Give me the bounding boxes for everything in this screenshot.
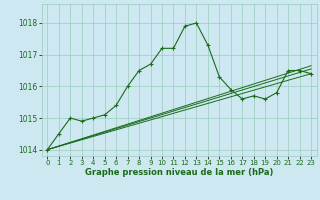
X-axis label: Graphe pression niveau de la mer (hPa): Graphe pression niveau de la mer (hPa) xyxy=(85,168,273,177)
